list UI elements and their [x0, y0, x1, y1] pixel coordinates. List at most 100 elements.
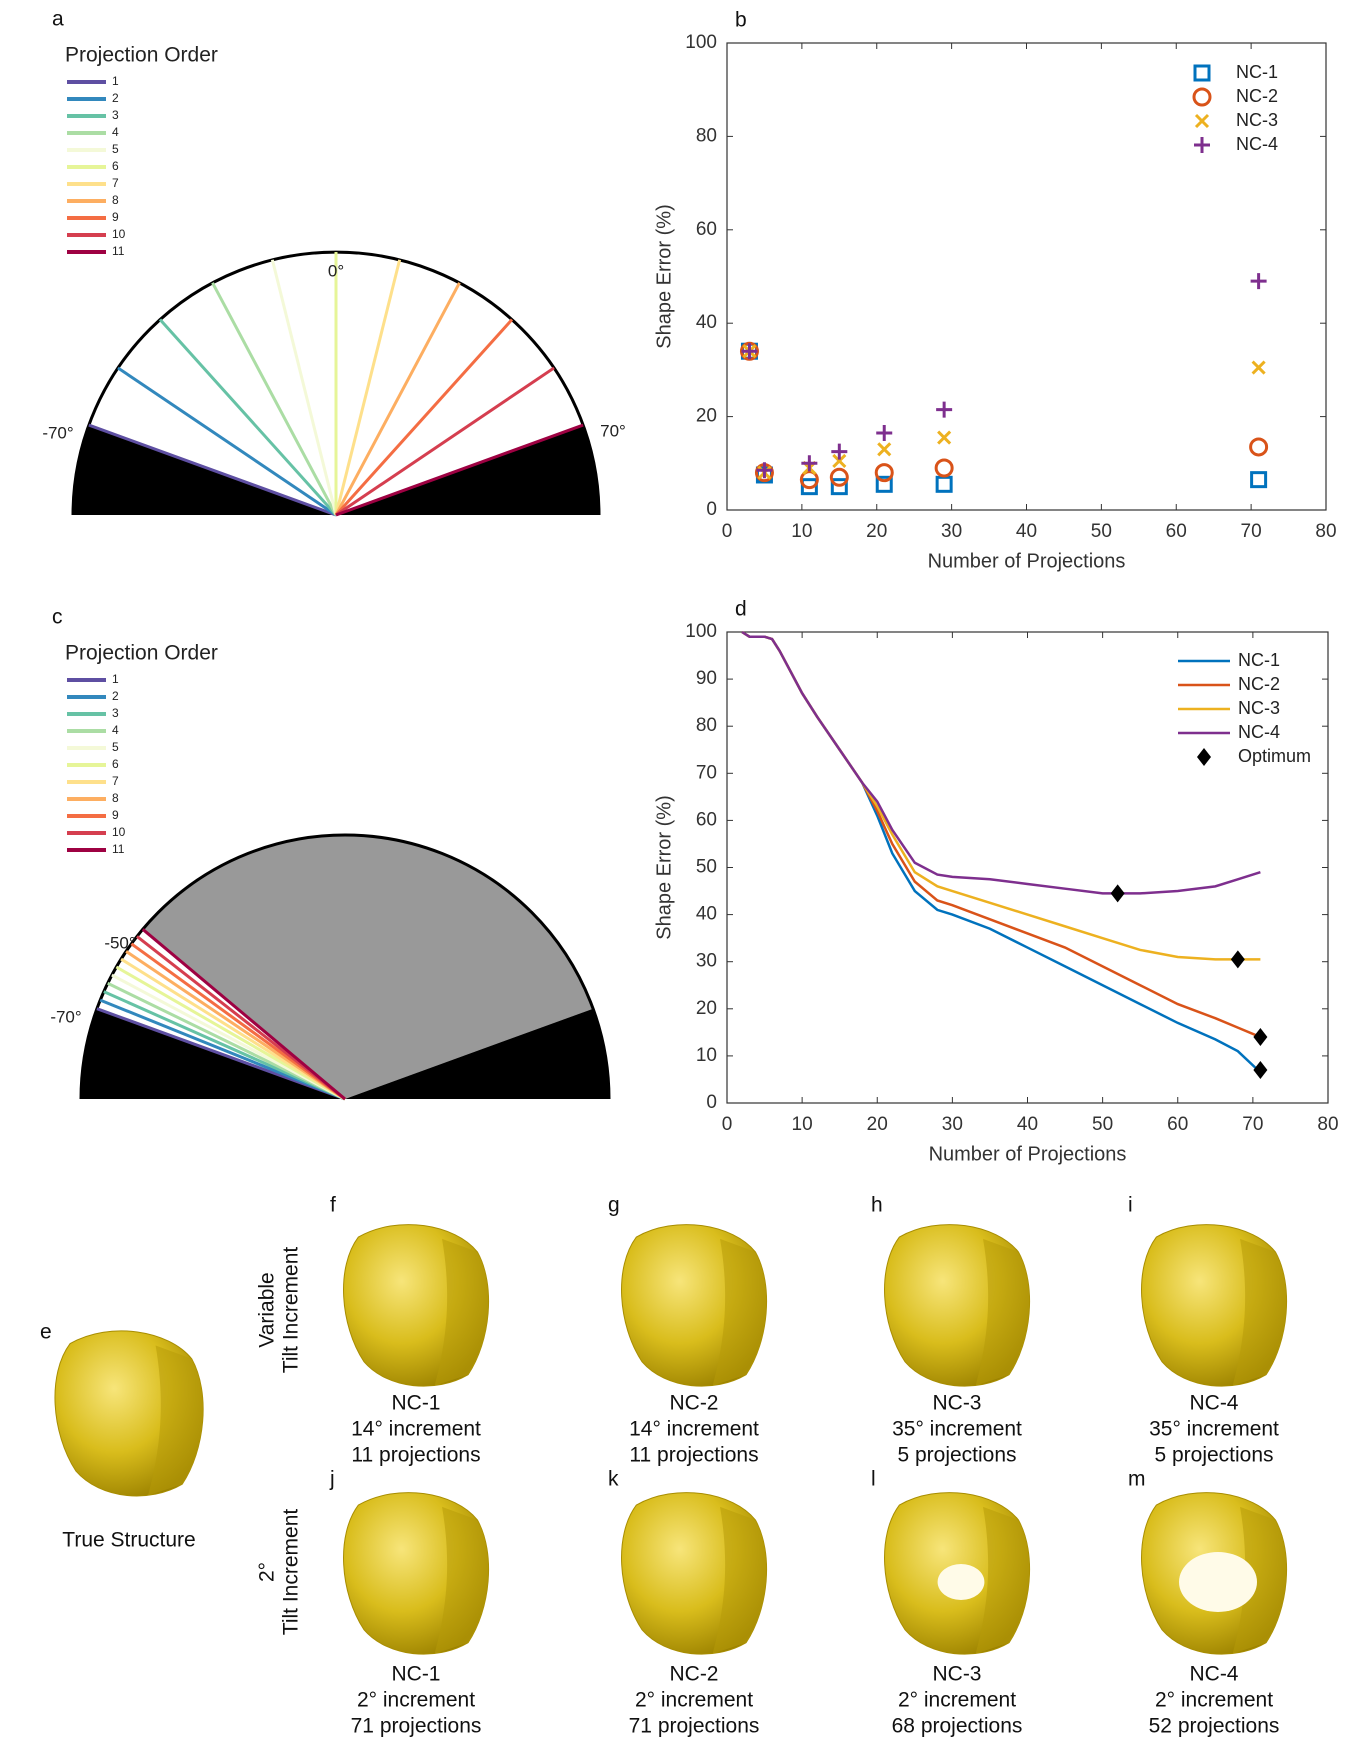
legend-label: 11	[112, 244, 125, 258]
row-label: Tilt Increment	[280, 1247, 303, 1374]
legend-label: 1	[112, 74, 119, 88]
x-tick-label: 10	[791, 521, 812, 542]
y-tick-label: 60	[696, 219, 717, 240]
legend-label: 4	[112, 723, 119, 737]
y-tick-label: 80	[696, 125, 717, 146]
marker	[937, 430, 952, 445]
marker	[800, 478, 818, 496]
y-tick-label: 0	[706, 1092, 717, 1113]
y-axis-label: Shape Error (%)	[653, 795, 675, 940]
caption: 11 projections	[351, 1444, 480, 1467]
legend-label: 9	[112, 210, 119, 224]
caption: NC-4	[1189, 1663, 1238, 1686]
caption: 52 projections	[1149, 1715, 1280, 1738]
marker	[1250, 273, 1267, 290]
marker	[832, 453, 847, 469]
marker	[801, 455, 818, 472]
marker	[1193, 64, 1211, 82]
legend-label: NC-3	[1236, 110, 1278, 130]
marker	[935, 475, 953, 493]
projection-line	[120, 957, 346, 1101]
row-label: 2°	[256, 1562, 279, 1582]
legend-label: 6	[112, 159, 119, 173]
marker	[1253, 1061, 1268, 1080]
marker	[1197, 748, 1211, 766]
projection-line	[335, 366, 555, 517]
rendering-shade	[712, 1506, 767, 1654]
y-tick-label: 40	[696, 904, 717, 925]
marker	[875, 475, 893, 493]
panel-label: b	[735, 9, 747, 32]
marker	[874, 463, 894, 483]
x-tick-label: 80	[1315, 521, 1336, 542]
legend-label: NC-1	[1238, 650, 1280, 670]
angle-label: -70°	[42, 423, 73, 442]
rendering-shade	[434, 1238, 489, 1386]
unsampled-region	[142, 835, 594, 1099]
x-tick-label: 0	[722, 521, 733, 542]
y-tick-label: 90	[696, 668, 717, 689]
projection-line	[130, 942, 346, 1101]
missing-wedge	[345, 1008, 609, 1099]
x-tick-label: 30	[942, 1114, 963, 1135]
marker	[799, 470, 819, 490]
x-tick-label: 30	[941, 521, 962, 542]
projection-line	[103, 990, 346, 1101]
y-axis-label: Shape Error (%)	[653, 204, 675, 349]
rendering-shade	[712, 1238, 767, 1386]
caption: 35° increment	[892, 1418, 1022, 1441]
caption: NC-1	[391, 1663, 440, 1686]
angle-label: -70°	[50, 1007, 81, 1026]
x-tick-label: 50	[1091, 521, 1112, 542]
legend-label: NC-1	[1236, 62, 1278, 82]
legend-label: 8	[112, 193, 119, 207]
panel-label: l	[871, 1468, 876, 1491]
x-tick-label: 80	[1317, 1114, 1338, 1135]
projection-line	[99, 998, 346, 1101]
panel-label: m	[1128, 1468, 1146, 1491]
legend-label: NC-2	[1238, 674, 1280, 694]
legend-label: 9	[112, 808, 119, 822]
caption: 5 projections	[1154, 1444, 1273, 1467]
legend-label: 11	[112, 842, 125, 856]
legend-label: 10	[112, 825, 126, 839]
y-tick-label: 20	[696, 406, 717, 427]
panel-label: f	[330, 1194, 336, 1217]
rendering-shade	[1232, 1238, 1287, 1386]
marker	[829, 467, 849, 487]
legend-label: 10	[112, 227, 126, 241]
marker	[1230, 950, 1245, 969]
x-tick-label: 50	[1092, 1114, 1113, 1135]
legend-title: Projection Order	[65, 642, 218, 665]
marker	[1192, 87, 1212, 107]
projection-line	[117, 366, 337, 517]
rendering-hole	[1179, 1552, 1257, 1612]
legend-label: 3	[112, 108, 119, 122]
marker	[877, 442, 892, 457]
y-tick-label: 80	[696, 715, 717, 736]
caption: 11 projections	[629, 1444, 758, 1467]
caption: 71 projections	[351, 1715, 482, 1738]
marker	[830, 478, 848, 496]
projection-line	[270, 259, 338, 516]
angle-label: 70°	[600, 421, 626, 440]
legend-label: 8	[112, 791, 119, 805]
caption: 71 projections	[629, 1715, 760, 1738]
marker	[831, 443, 848, 460]
y-tick-label: 20	[696, 998, 717, 1019]
caption: 14° increment	[351, 1418, 481, 1441]
marker	[756, 462, 773, 479]
x-axis-label: Number of Projections	[928, 550, 1126, 572]
caption: 2° increment	[1155, 1689, 1273, 1712]
projection-line	[136, 935, 346, 1101]
caption: True Structure	[62, 1529, 195, 1552]
angle-label: 0°	[328, 261, 344, 280]
legend-label: 4	[112, 125, 119, 139]
marker	[1250, 471, 1268, 489]
panel-label: g	[608, 1194, 620, 1217]
projection-line	[158, 318, 338, 517]
rendering-shade	[148, 1345, 204, 1496]
rendering-shade	[975, 1238, 1030, 1386]
x-axis-label: Number of Projections	[929, 1143, 1127, 1165]
row-label: Variable	[256, 1272, 279, 1348]
